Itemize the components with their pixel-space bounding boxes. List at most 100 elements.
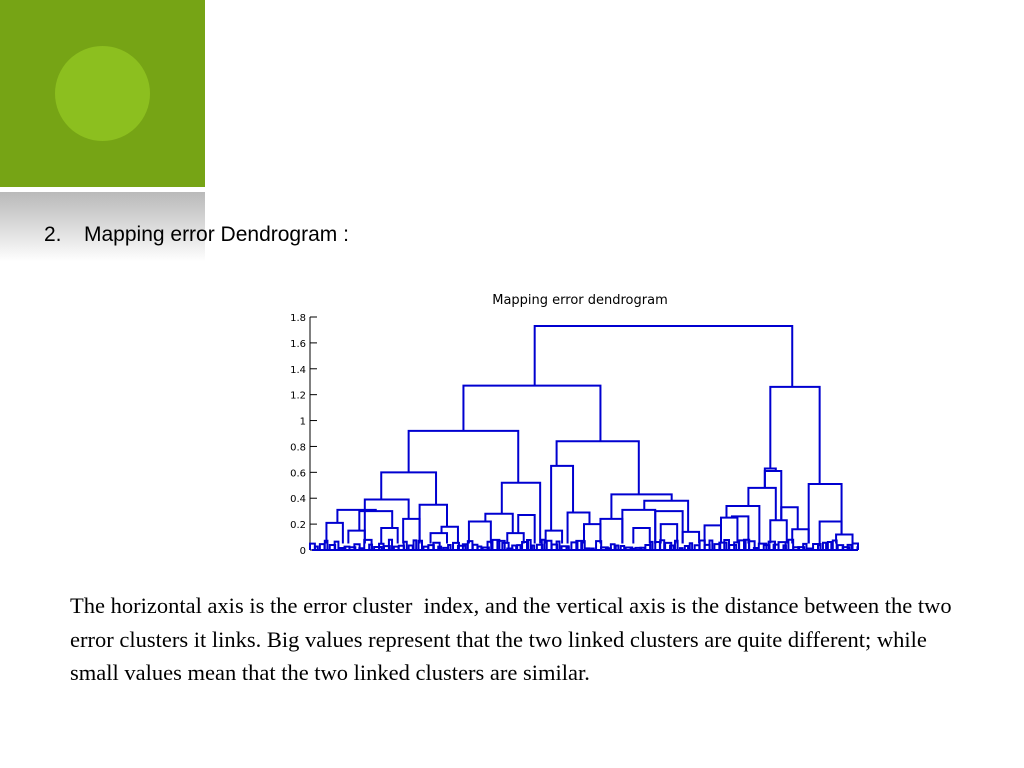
dendrogram-leaf-link (767, 540, 776, 550)
dendrogram-link (659, 523, 679, 544)
dendrogram-link (380, 471, 438, 505)
dendrogram-leaf-link (802, 542, 808, 550)
dendrogram-link (807, 482, 843, 544)
dendrogram-leaf-link (856, 546, 859, 550)
dendrogram-leaf-link (688, 542, 694, 550)
dendrogram-leaf-link (387, 538, 394, 550)
dendrogram-link (566, 511, 591, 544)
dendrogram-leaf-link (437, 545, 443, 550)
dendrogram-leaf-link (831, 539, 838, 550)
dendrogram-leaf-link (683, 544, 690, 550)
dendrogram-leaf-link (530, 544, 536, 550)
dendrogram-link (533, 325, 794, 387)
chart-title: Mapping error dendrogram (492, 293, 668, 308)
dendrogram-leaf-link (708, 539, 714, 550)
dendrogram-link (643, 499, 690, 532)
y-tick-label: 1.8 (290, 313, 306, 324)
dendrogram-leaf-link (540, 538, 546, 550)
y-tick-label: 1.2 (290, 391, 306, 402)
dendrogram-link (500, 481, 542, 544)
dendrogram-leaf-link (476, 545, 483, 550)
y-tick-label: 0.6 (290, 468, 306, 479)
y-tick-label: 0.8 (290, 442, 306, 453)
dendrogram-leaf-link (664, 541, 673, 550)
y-tick-label: 1 (300, 417, 306, 428)
dendrogram-link (747, 486, 777, 521)
dendrogram-leaf-link (669, 544, 675, 550)
dendrogram-link (407, 429, 520, 483)
dendrogram-leaf-link (491, 538, 501, 550)
dendrogram-leaf-link (323, 539, 329, 550)
dendrogram-leaf-link (816, 544, 822, 550)
dendrogram-link (550, 464, 575, 531)
dendrogram-link (818, 520, 843, 544)
dendrogram-leaf-link (373, 545, 383, 550)
dendrogram-link (544, 529, 564, 544)
y-tick-label: 0.4 (290, 494, 306, 505)
y-tick-label: 1.4 (290, 365, 306, 376)
dendrogram-link (467, 520, 492, 544)
dendrogram-link (347, 529, 366, 544)
dendrogram-link (632, 526, 651, 544)
dendrogram-leaf-link (821, 541, 828, 550)
dendrogram-leaf-link (826, 541, 833, 550)
dendrogram-link (363, 498, 410, 544)
dendrogram-link (835, 533, 854, 544)
dendrogram-leaf-link (565, 546, 570, 550)
dendrogram-leaf-link (501, 541, 510, 550)
dendrogram-link (780, 506, 799, 530)
dendrogram-leaf-link (333, 540, 340, 550)
heading-text: Mapping error Dendrogram : (84, 223, 349, 246)
dendrogram-leaf-link (570, 541, 579, 550)
dendrogram-link (703, 524, 722, 544)
dendrogram-leaf-link (368, 543, 374, 550)
dendrogram-link (506, 532, 525, 544)
heading-number: 2. (44, 223, 62, 246)
y-tick-label: 0.2 (290, 520, 306, 531)
y-tick-label: 1.6 (290, 339, 306, 350)
dendrogram-link (440, 525, 459, 544)
dendrogram-link (725, 504, 761, 544)
dendrogram-leaf-link (486, 540, 493, 550)
dendrogram-leaf-link (659, 539, 666, 550)
dendrogram-leaf-link (619, 545, 626, 550)
dendrogram-leaf-link (738, 539, 747, 550)
dendrogram-leaf-link (516, 544, 522, 550)
dendrogram-svg: Mapping error dendrogram 0 0.2 0.4 0.6 0.8 1 1… (290, 293, 859, 557)
dendrogram-link (555, 440, 640, 495)
dendrogram-link (418, 503, 448, 544)
dendrogram-leaf-link (649, 540, 654, 550)
dendrogram-leaf-link (481, 546, 490, 550)
dendrogram-link (791, 528, 810, 544)
dendrogram-leaf-link (614, 544, 620, 550)
dendrogram-leaf-link (747, 540, 756, 550)
body-text: The horizontal axis is the error cluster… (70, 593, 958, 685)
dendrogram-leaf-link (718, 541, 728, 550)
dendrogram-leaf-link (673, 539, 679, 550)
dendrogram-leaf-link (841, 546, 851, 550)
dendrogram-leaf-link (456, 544, 467, 550)
dendrogram-link (763, 470, 783, 521)
y-axis-ticks: 0 0.2 0.4 0.6 0.8 1 1.2 1.4 1.6 1.8 (290, 313, 317, 557)
dendrogram-leaf-link (728, 543, 738, 550)
dendrogram-chart: Mapping error dendrogram 0 0.2 0.4 0.6 0.8 1 1… (280, 284, 870, 560)
dendrogram-link (654, 510, 684, 544)
dendrogram-link (429, 532, 448, 544)
slide-heading: 2. Mapping error Dendrogram : (44, 223, 349, 247)
dendrogram-link (462, 384, 602, 442)
dendrogram-leaf-link (521, 541, 530, 550)
dendrogram-leaf-link (417, 539, 424, 550)
dendrogram-link (769, 385, 821, 484)
dendrogram-leaf-link (609, 543, 616, 550)
dendrogram-leaf-link (782, 544, 787, 550)
dendrogram-leaf-link (595, 540, 603, 550)
dendrogram-leaf-link (313, 545, 319, 550)
dendrogram-leaf-link (555, 540, 561, 550)
accent-circle (55, 46, 150, 141)
dendrogram-links (325, 325, 854, 544)
dendrogram-leaf-link (757, 542, 768, 550)
dendrogram-link (484, 512, 514, 534)
dendrogram-leaf-link (447, 543, 452, 550)
shade-block (0, 192, 205, 262)
dendrogram-leaf-link (412, 539, 418, 550)
